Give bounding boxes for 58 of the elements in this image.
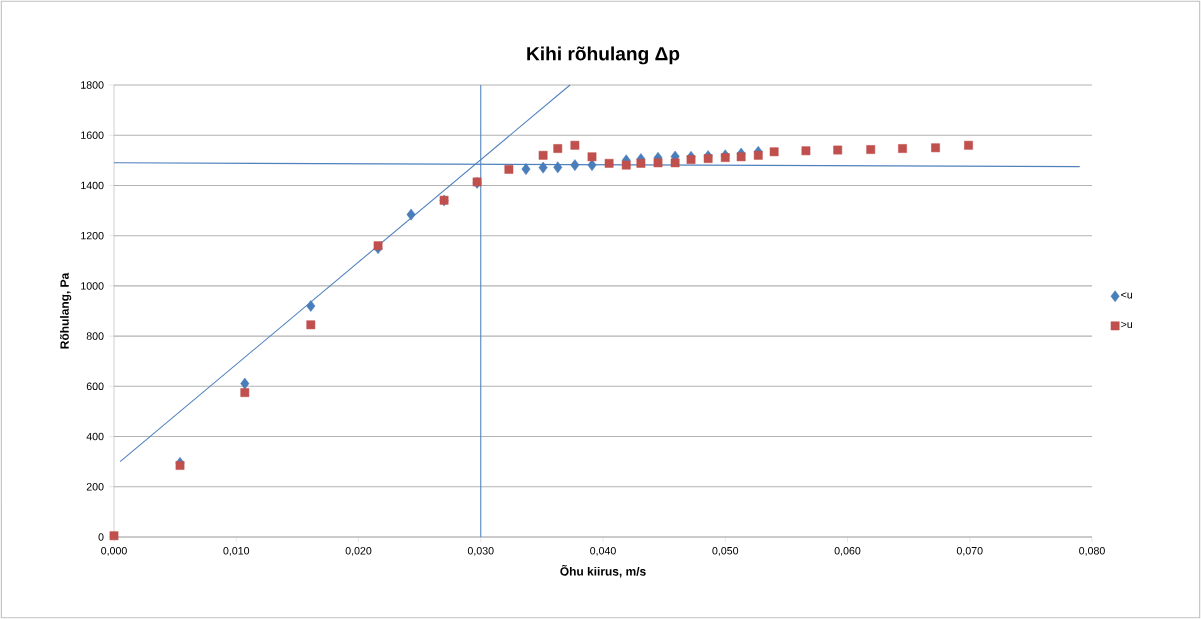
point bbox=[538, 150, 548, 160]
y-tick-label: 0 bbox=[98, 533, 104, 541]
point bbox=[636, 158, 646, 168]
point bbox=[801, 146, 811, 156]
y-tick-label: 1000 bbox=[81, 282, 104, 290]
point bbox=[538, 161, 548, 174]
point bbox=[570, 140, 580, 150]
legend-label: >u bbox=[1121, 321, 1133, 329]
y-tick-label: 600 bbox=[86, 382, 104, 391]
chart-title: Kihi rõhulang Δp bbox=[527, 46, 680, 65]
point bbox=[670, 158, 680, 168]
x-tick-label: 0,050 bbox=[712, 547, 739, 556]
point bbox=[109, 531, 119, 541]
point bbox=[833, 145, 843, 155]
point bbox=[769, 147, 779, 157]
point bbox=[504, 164, 514, 174]
point bbox=[931, 143, 940, 153]
point bbox=[306, 300, 316, 312]
x-tick-label: 0,070 bbox=[956, 547, 983, 556]
y-tick-label: 400 bbox=[86, 432, 104, 441]
point bbox=[570, 159, 580, 171]
point bbox=[866, 145, 876, 154]
y-tick-label: 1400 bbox=[81, 181, 104, 190]
legend-label: <u bbox=[1121, 292, 1133, 299]
x-tick-label: 0,000 bbox=[101, 547, 127, 556]
point bbox=[898, 144, 907, 153]
y-tick-label: 1600 bbox=[81, 131, 104, 139]
point bbox=[604, 158, 614, 168]
point bbox=[553, 144, 563, 153]
x-tick-label: 0,010 bbox=[223, 547, 250, 556]
point bbox=[720, 153, 730, 162]
y-tick-label: 1200 bbox=[81, 231, 104, 240]
y-tick-label: 800 bbox=[86, 332, 104, 340]
x-tick-label: 0,030 bbox=[467, 547, 494, 556]
point bbox=[753, 150, 763, 160]
x-tick-label: 0,040 bbox=[590, 547, 616, 556]
point bbox=[703, 154, 713, 163]
point bbox=[553, 161, 563, 174]
point bbox=[306, 320, 316, 330]
point bbox=[964, 140, 973, 150]
y-tick-label: 200 bbox=[86, 483, 104, 491]
point bbox=[653, 158, 663, 168]
x-tick-label: 0,060 bbox=[834, 547, 861, 556]
x-tick-label: 0,080 bbox=[1079, 547, 1105, 556]
point bbox=[587, 152, 597, 162]
point bbox=[175, 461, 185, 470]
y-tick-label: 1800 bbox=[81, 81, 104, 89]
point bbox=[373, 241, 383, 251]
x-tick-label: 0,020 bbox=[345, 547, 372, 556]
point bbox=[240, 377, 250, 390]
point bbox=[521, 163, 531, 175]
point bbox=[621, 160, 631, 170]
x-axis-title: Õhu kiirus, m/s bbox=[560, 564, 646, 578]
point bbox=[736, 152, 746, 162]
point bbox=[406, 208, 416, 221]
point bbox=[240, 388, 250, 397]
point bbox=[686, 155, 696, 164]
y-axis-title: Rõhulang, Pa bbox=[60, 272, 72, 349]
